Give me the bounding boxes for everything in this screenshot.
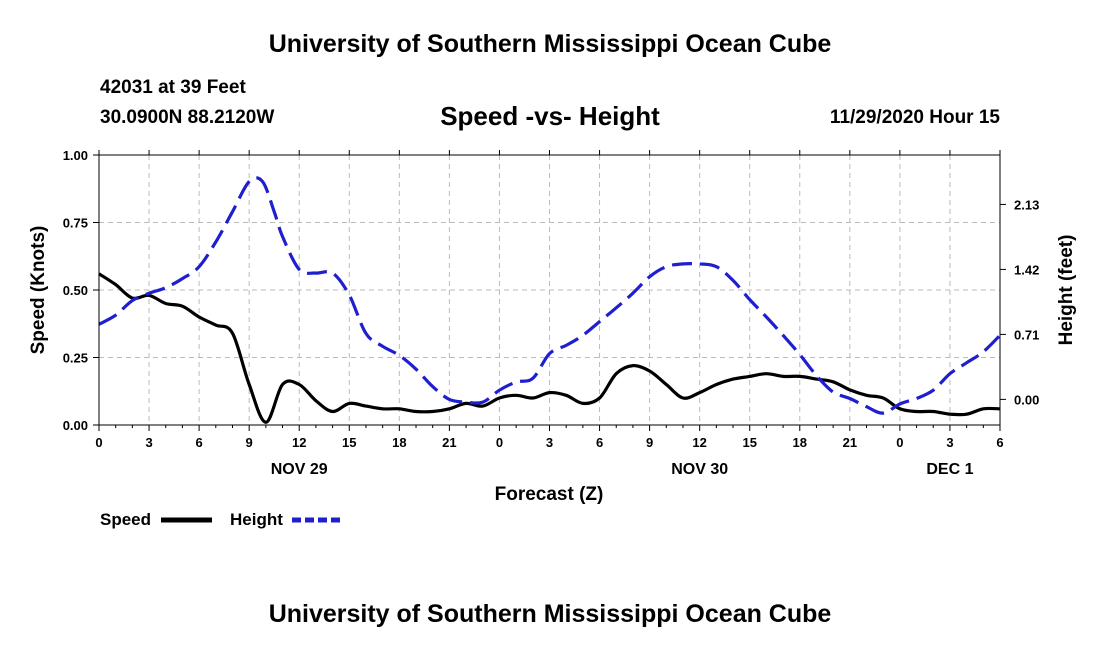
x-tick-label: 6 xyxy=(195,435,202,450)
date-label: NOV 29 xyxy=(271,461,328,478)
x-tick-label: 18 xyxy=(392,435,406,450)
top-title: University of Southern Mississippi Ocean… xyxy=(268,30,832,58)
x-tick-label: 15 xyxy=(742,435,756,450)
timestamp-label: 11/29/2020 Hour 15 xyxy=(829,107,1000,128)
y2-tick-label: 2.13 xyxy=(1014,197,1039,212)
y-tick-label: 0.50 xyxy=(63,283,88,298)
legend-height-label: Height xyxy=(230,510,283,529)
x-tick-label: 0 xyxy=(496,435,503,450)
y2-axis-title: Height (feet) xyxy=(1056,235,1077,346)
x-tick-label: 15 xyxy=(342,435,356,450)
y-tick-label: 0.75 xyxy=(63,216,88,231)
speed-series-line xyxy=(98,272,1001,424)
chart-title: Speed -vs- Height xyxy=(440,101,660,131)
y-tick-label: 0.00 xyxy=(63,418,88,433)
height-series-line xyxy=(98,176,1002,415)
x-tick-label: 18 xyxy=(793,435,807,450)
y-axis-title: Speed (Knots) xyxy=(28,226,49,355)
x-tick-label: 9 xyxy=(646,435,653,450)
x-tick-label: 21 xyxy=(442,435,456,450)
y2-tick-label: 1.42 xyxy=(1014,262,1039,277)
x-axis-title: Forecast (Z) xyxy=(495,484,604,505)
station-label: 42031 at 39 Feet xyxy=(100,77,246,98)
date-label: DEC 1 xyxy=(926,461,973,478)
x-tick-label: 3 xyxy=(145,435,152,450)
x-tick-label: 3 xyxy=(546,435,553,450)
x-tick-label: 0 xyxy=(95,435,102,450)
x-tick-label: 6 xyxy=(596,435,603,450)
legend-speed-label: Speed xyxy=(100,510,151,529)
bottom-title: University of Southern Mississippi Ocean… xyxy=(268,600,832,628)
x-tick-label: 6 xyxy=(996,435,1003,450)
x-tick-label: 12 xyxy=(292,435,306,450)
coordinates-label: 30.0900N 88.2120W xyxy=(100,107,275,128)
y-tick-label: 1.00 xyxy=(63,148,88,163)
x-tick-label: 9 xyxy=(246,435,253,450)
x-tick-label: 0 xyxy=(896,435,903,450)
axis-ticks: 0 3 6 9 12 15 18 21 0 3 6 9 12 15 18 21 0 3 6 NOV 29 NOV 30 D… xyxy=(63,148,1040,478)
x-tick-label: 3 xyxy=(946,435,953,450)
series-lines xyxy=(98,176,1002,424)
y2-tick-label: 0.71 xyxy=(1014,327,1039,342)
date-label: NOV 30 xyxy=(671,461,728,478)
y2-tick-label: 0.00 xyxy=(1014,392,1039,407)
grid xyxy=(99,155,1000,425)
y-tick-label: 0.25 xyxy=(63,351,88,366)
x-tick-label: 21 xyxy=(843,435,857,450)
x-tick-label: 12 xyxy=(692,435,706,450)
